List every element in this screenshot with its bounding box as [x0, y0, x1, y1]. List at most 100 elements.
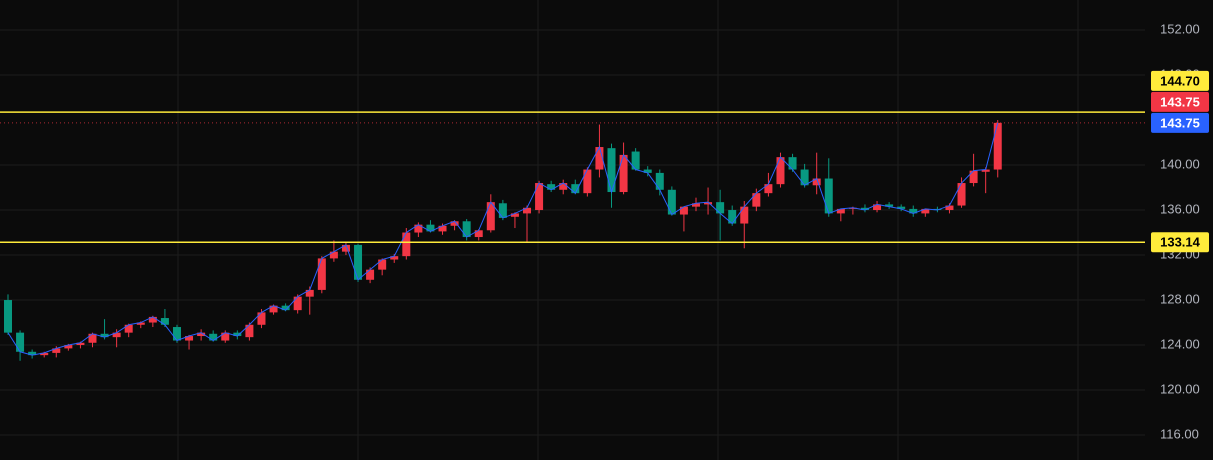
- candle-body: [607, 148, 616, 193]
- candle-body: [329, 251, 338, 259]
- vertical-grid: [177, 0, 1079, 460]
- candle-body: [64, 345, 73, 349]
- candle-body: [800, 169, 809, 186]
- candle-body: [933, 208, 942, 211]
- candle-body: [88, 333, 97, 343]
- candle-body: [848, 207, 857, 209]
- candle-body: [112, 332, 121, 338]
- candle-body: [764, 184, 773, 194]
- y-tick-label: 124.00: [1160, 336, 1200, 351]
- candle-body: [438, 225, 447, 232]
- candle-body: [16, 332, 25, 352]
- candle-body: [293, 296, 302, 311]
- candle-body: [305, 289, 314, 297]
- candle-body: [619, 154, 628, 193]
- y-tick-label: 140.00: [1160, 156, 1200, 171]
- candle-body: [909, 208, 918, 214]
- candle-body: [885, 204, 894, 207]
- y-tick-label: 136.00: [1160, 201, 1200, 216]
- candle-body: [704, 202, 713, 205]
- candle-body: [402, 232, 411, 257]
- price-badge: [1151, 70, 1209, 91]
- candle-body: [269, 305, 278, 313]
- close-line: [7, 122, 999, 356]
- candle-body: [547, 184, 556, 190]
- candle-body: [667, 189, 676, 215]
- candle-body: [945, 205, 954, 211]
- candle-body: [197, 332, 206, 337]
- candle-body: [498, 203, 507, 218]
- candle-body: [957, 183, 966, 206]
- candle-body: [366, 269, 375, 280]
- candle-body: [836, 208, 845, 214]
- candle-body: [728, 210, 737, 224]
- candle-body: [341, 244, 350, 252]
- price-badge: [1151, 112, 1209, 133]
- candle-body: [40, 352, 49, 356]
- candle-body: [655, 172, 664, 190]
- candle-body: [450, 221, 459, 226]
- candle-body: [462, 221, 471, 238]
- price-badge-label: 144.70: [1160, 73, 1200, 88]
- candle-body: [691, 203, 700, 207]
- candle-body: [571, 184, 580, 194]
- candle-body: [52, 348, 61, 353]
- candle-body: [317, 258, 326, 290]
- candle-body: [535, 183, 544, 211]
- y-tick-label: 116.00: [1160, 426, 1199, 441]
- candle-body: [4, 300, 12, 333]
- candle-body: [643, 169, 652, 173]
- candle-body: [124, 324, 133, 333]
- candle-body: [860, 207, 869, 211]
- candle-body: [221, 332, 230, 341]
- candle-body: [559, 183, 568, 190]
- candle-body: [631, 151, 640, 170]
- candle-body: [873, 204, 882, 211]
- candle-body: [510, 213, 519, 217]
- candle-body: [969, 170, 978, 184]
- candle-body: [716, 202, 725, 214]
- candle-body: [354, 244, 363, 280]
- y-tick-label: 120.00: [1160, 381, 1200, 396]
- candle-body: [523, 207, 532, 214]
- y-tick-label: 152.00: [1160, 21, 1200, 36]
- candle-body: [824, 178, 833, 214]
- candle-body: [740, 206, 749, 224]
- candle-body: [209, 333, 218, 341]
- candle-body: [426, 224, 435, 232]
- candle-body: [583, 169, 592, 194]
- candle-body: [812, 178, 821, 186]
- candle-body: [172, 327, 181, 341]
- candle-body: [233, 332, 242, 337]
- candle-body: [993, 122, 1002, 170]
- candle-body: [981, 169, 990, 172]
- candle-body: [148, 316, 157, 323]
- candle-body: [257, 312, 266, 325]
- y-tick-label: 128.00: [1160, 291, 1200, 306]
- candle-body: [414, 224, 423, 233]
- price-badge: [1151, 91, 1209, 112]
- candle-body: [28, 351, 37, 356]
- price-badge-label: 143.75: [1160, 115, 1200, 130]
- candle-body: [595, 147, 604, 170]
- candle-body: [474, 230, 483, 238]
- candle-body: [776, 157, 785, 185]
- candle-body: [378, 259, 387, 270]
- candle-body: [100, 333, 109, 338]
- candle-body: [921, 208, 930, 214]
- candle-body: [136, 322, 145, 325]
- candle-body: [788, 157, 797, 170]
- candle-body: [390, 256, 399, 260]
- candle-body: [679, 206, 688, 215]
- price-badge-label: 133.14: [1160, 235, 1201, 250]
- candle-body: [897, 206, 906, 209]
- price-badge-label: 143.75: [1160, 94, 1200, 109]
- candle-body: [752, 193, 761, 207]
- candle-body: [185, 336, 194, 341]
- candle-body: [281, 305, 290, 311]
- price-badge: [1151, 232, 1209, 253]
- candle-body: [245, 324, 254, 338]
